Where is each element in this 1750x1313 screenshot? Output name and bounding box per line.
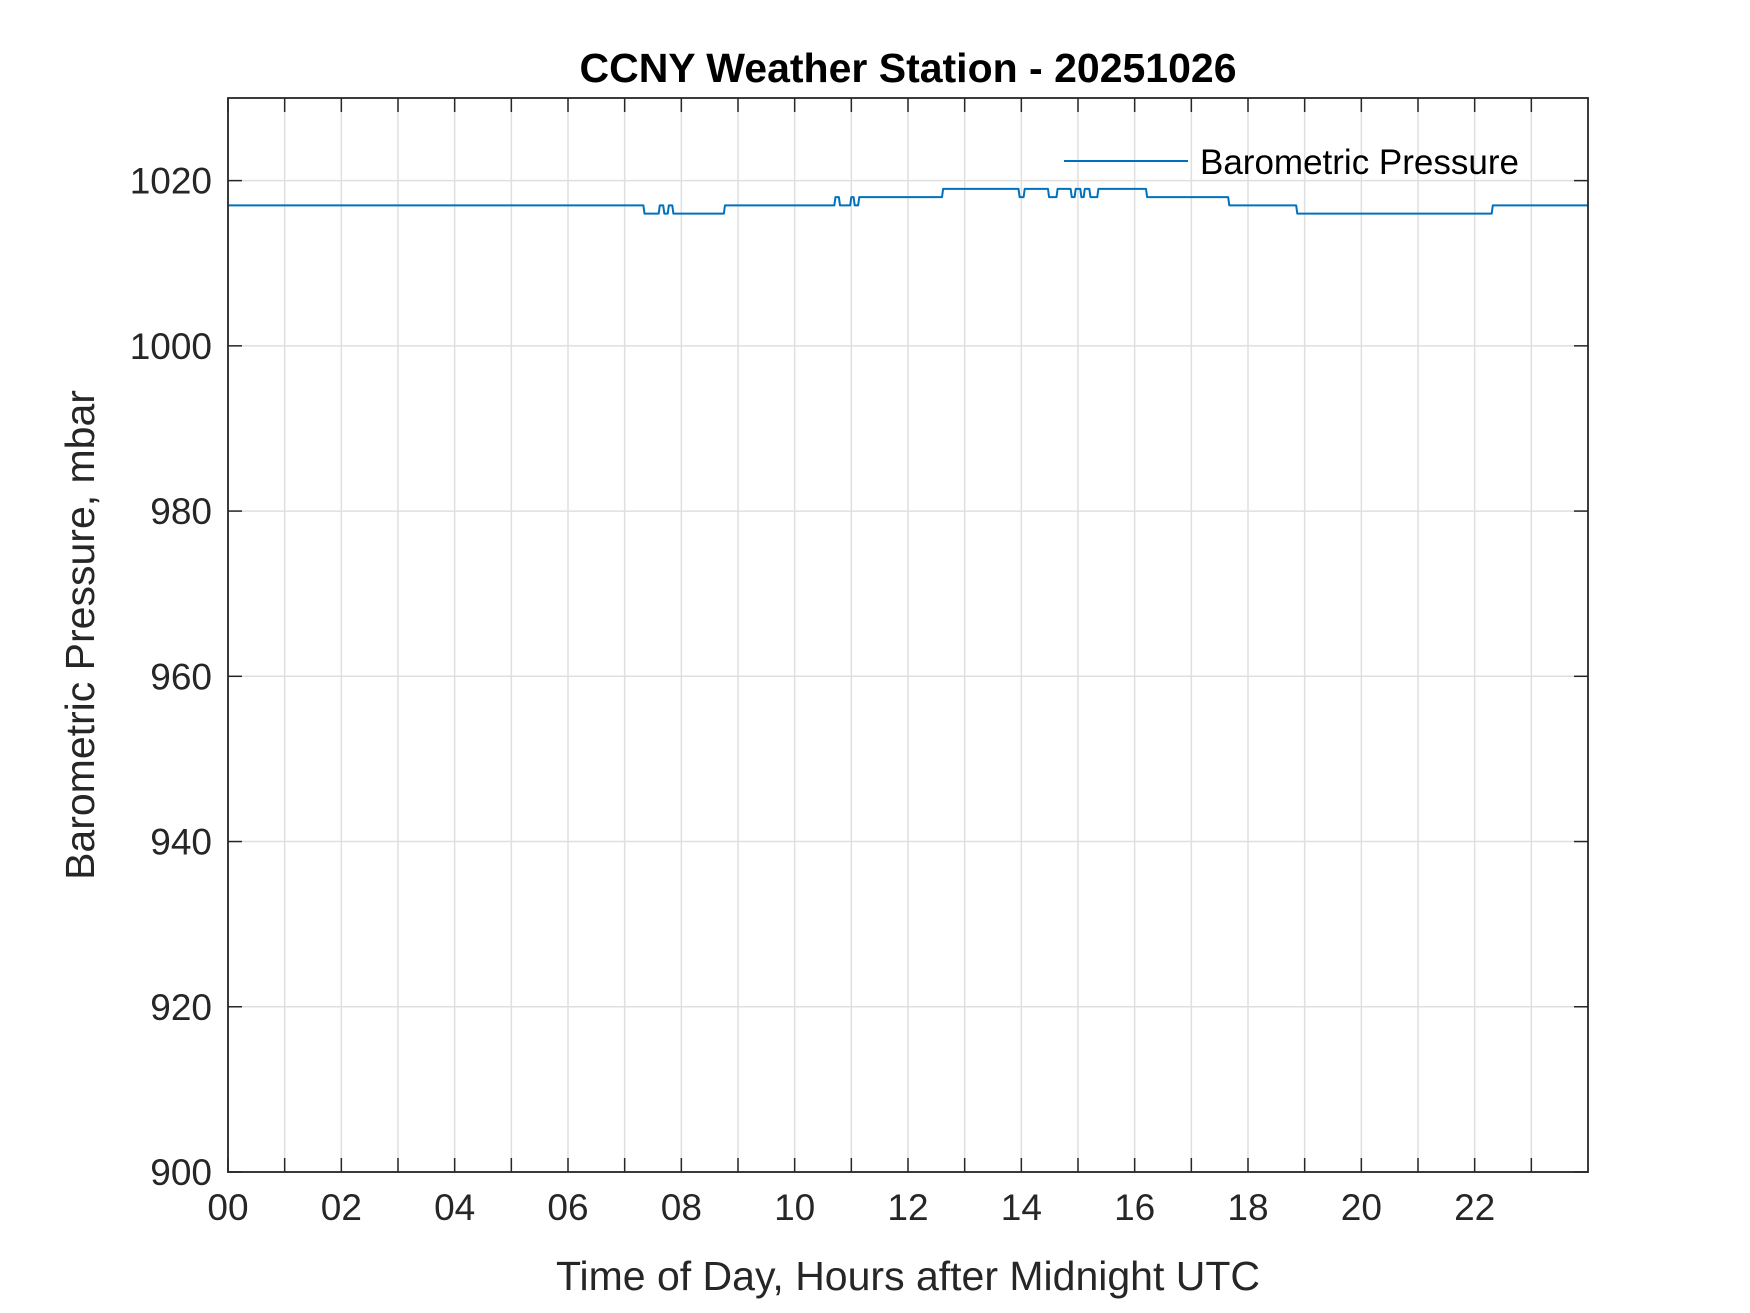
y-tick-label: 1020 [130,161,212,202]
x-tick-label: 14 [1001,1187,1042,1228]
y-tick-label: 1000 [130,326,212,367]
x-tick-label: 16 [1114,1187,1155,1228]
legend: Barometric Pressure [1064,143,1519,182]
x-tick-label: 08 [661,1187,702,1228]
x-tick-label: 02 [321,1187,362,1228]
chart-title: CCNY Weather Station - 20251026 [579,45,1236,91]
x-tick-label: 04 [434,1187,475,1228]
x-tick-label: 22 [1454,1187,1495,1228]
y-tick-labels: 900 920 940 960 980 1000 1020 [130,161,212,1193]
series-line-barometric-pressure [228,187,1588,215]
y-tick-label: 980 [150,491,212,532]
x-tick-label: 06 [547,1187,588,1228]
y-axis-label: Barometric Pressure, mbar [57,390,103,880]
x-tick-labels: 00 02 04 06 08 10 12 14 16 18 20 22 [207,1187,1495,1228]
y-tick-label: 900 [150,1152,212,1193]
x-tick-label: 20 [1341,1187,1382,1228]
x-axis-label: Time of Day, Hours after Midnight UTC [556,1253,1260,1299]
x-tick-label: 18 [1227,1187,1268,1228]
x-tick-label: 00 [207,1187,248,1228]
series-layer [228,187,1588,215]
y-tick-label: 920 [150,987,212,1028]
plot-area-frame [227,97,1589,1173]
y-tick-label: 940 [150,822,212,863]
x-tick-label: 12 [887,1187,928,1228]
legend-label: Barometric Pressure [1200,143,1519,182]
x-tick-label: 10 [774,1187,815,1228]
y-tick-label: 960 [150,656,212,697]
